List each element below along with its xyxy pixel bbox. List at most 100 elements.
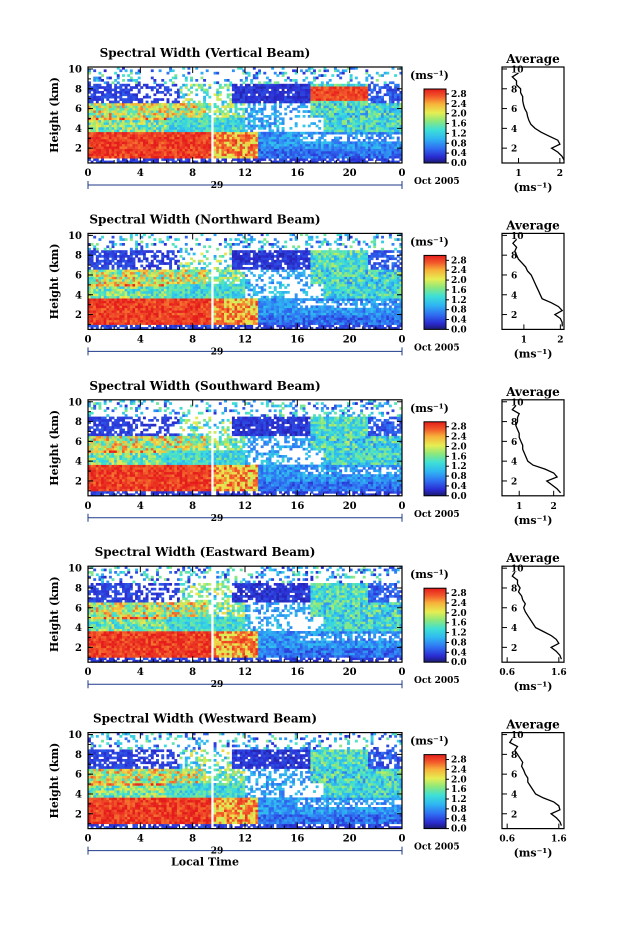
heatmap-cell xyxy=(171,153,175,157)
heatmap-cell xyxy=(124,98,128,101)
heatmap-cell xyxy=(239,129,243,133)
heatmap-cell xyxy=(163,93,167,97)
heatmap-cell xyxy=(90,276,94,280)
heatmap-cell xyxy=(260,155,264,159)
heatmap-cell xyxy=(294,115,298,118)
y-tick-label: 10 xyxy=(68,64,82,75)
heatmap-cell xyxy=(365,129,369,133)
heatmap-cell xyxy=(166,129,170,133)
heatmap-cell xyxy=(388,134,392,137)
heatmap-cell xyxy=(347,136,350,140)
heatmap-cell xyxy=(116,155,120,159)
heatmap-cell xyxy=(252,88,256,92)
heatmap-cell xyxy=(88,155,91,159)
heatmap-cell xyxy=(124,151,128,154)
heatmap-cell xyxy=(331,93,335,97)
heatmap-cell xyxy=(166,131,170,135)
heatmap-cell xyxy=(169,124,173,128)
heatmap-cell xyxy=(171,112,175,116)
heatmap-cell xyxy=(318,93,322,97)
heatmap-cell xyxy=(255,146,259,149)
heatmap-cell xyxy=(169,115,173,118)
heatmap-cell xyxy=(218,83,222,87)
heatmap-cell xyxy=(135,281,139,285)
heatmap-cell xyxy=(237,134,241,137)
heatmap-cell xyxy=(150,141,154,145)
heatmap-cell xyxy=(250,98,254,101)
heatmap-cell xyxy=(394,153,398,157)
heatmap-cell xyxy=(119,319,123,323)
heatmap-cell xyxy=(182,148,186,152)
heatmap-cell xyxy=(150,119,154,123)
heatmap-cell xyxy=(378,91,382,94)
heatmap-cell xyxy=(111,155,115,159)
heatmap-cell xyxy=(158,276,162,280)
heatmap-cell xyxy=(95,127,99,130)
heatmap-cell xyxy=(187,117,191,121)
heatmap-cell xyxy=(148,235,152,239)
heatmap-cell xyxy=(381,124,384,128)
heatmap-cell xyxy=(386,143,390,147)
heatmap-cell xyxy=(122,322,125,325)
heatmap-cell xyxy=(182,103,186,106)
heatmap-cell xyxy=(127,257,131,261)
heatmap-cell xyxy=(145,269,149,273)
heatmap-cell xyxy=(111,300,115,304)
heatmap-cell xyxy=(169,303,173,306)
heatmap-cell xyxy=(245,91,248,94)
heatmap-cell xyxy=(237,151,241,154)
heatmap-cell xyxy=(294,131,298,135)
heatmap-cell xyxy=(103,293,107,297)
heatmap-cell xyxy=(161,119,165,123)
heatmap-cell xyxy=(103,315,107,318)
heatmap-cell xyxy=(200,146,204,149)
heatmap-cell xyxy=(281,158,285,161)
heatmap-cell xyxy=(381,98,384,101)
heatmap-cell xyxy=(156,155,159,159)
heatmap-cell xyxy=(103,252,107,256)
heatmap-cell xyxy=(226,86,230,89)
heatmap-cell xyxy=(179,105,183,109)
heatmap-cell xyxy=(135,117,139,121)
heatmap-cell xyxy=(122,307,125,311)
heatmap-cell xyxy=(344,117,348,121)
heatmap-cell xyxy=(158,295,162,299)
heatmap-cell xyxy=(203,317,207,321)
heatmap-cell xyxy=(111,240,115,244)
heatmap-cell xyxy=(242,71,246,75)
heatmap-cell xyxy=(396,115,400,118)
heatmap-cell xyxy=(119,69,123,73)
heatmap-cell xyxy=(190,307,193,311)
heatmap-cell xyxy=(265,143,269,147)
heatmap-cell xyxy=(255,110,259,113)
heatmap-cell xyxy=(245,131,248,135)
heatmap-cell xyxy=(375,131,379,135)
heatmap-cell xyxy=(124,279,128,282)
heatmap-cell xyxy=(161,298,165,301)
heatmap-cell xyxy=(176,305,180,309)
heatmap-cell xyxy=(190,98,193,101)
heatmap-cell xyxy=(176,127,180,130)
heatmap-cell xyxy=(320,136,324,140)
heatmap-cell xyxy=(289,117,293,121)
heatmap-cell xyxy=(224,155,227,159)
heatmap-cell xyxy=(299,131,303,135)
heatmap-cell xyxy=(224,143,227,147)
heatmap-cell xyxy=(95,136,99,140)
heatmap-cell xyxy=(90,279,94,282)
heatmap-cell xyxy=(153,139,157,142)
heatmap-cell xyxy=(203,127,207,130)
heatmap-cell xyxy=(116,160,120,164)
heatmap-cell xyxy=(95,151,99,154)
heatmap-cell xyxy=(103,291,107,294)
heatmap-cell xyxy=(145,315,149,318)
heatmap-cell xyxy=(247,153,251,157)
heatmap-cell xyxy=(145,143,149,147)
heatmap-cell xyxy=(148,115,152,118)
heatmap-cell xyxy=(98,267,102,270)
heatmap-cell xyxy=(111,319,115,323)
heatmap-cell xyxy=(153,153,157,157)
heatmap-cell xyxy=(320,81,324,85)
heatmap-cell xyxy=(166,151,170,154)
heatmap-cell xyxy=(200,107,204,111)
